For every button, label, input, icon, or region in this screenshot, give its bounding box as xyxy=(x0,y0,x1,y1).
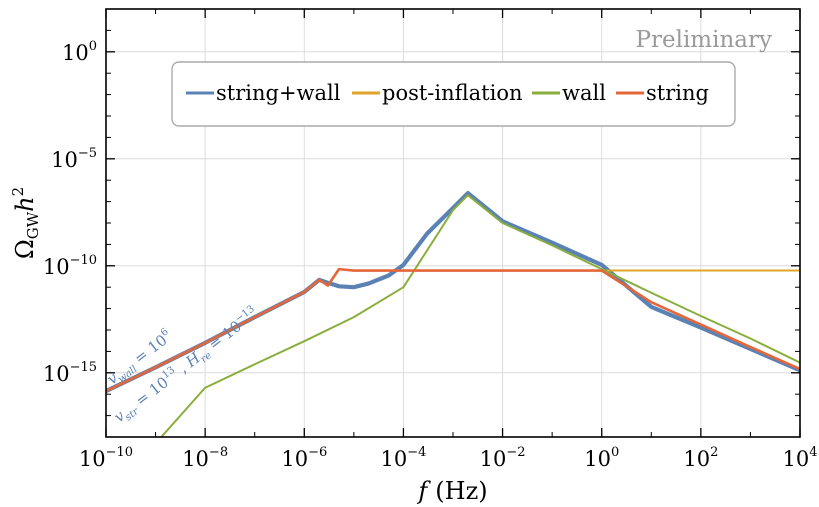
legend-box xyxy=(171,61,736,127)
legend-label-string: string xyxy=(646,81,709,105)
x-tick-label: 10−6 xyxy=(281,445,327,471)
x-tick-label: 10−4 xyxy=(380,445,426,471)
x-tick-label: 100 xyxy=(584,445,619,471)
series-layer xyxy=(106,190,800,437)
y-tick-label: 100 xyxy=(62,39,97,65)
x-tick-label: 10−2 xyxy=(480,445,526,471)
preliminary-watermark: Preliminary xyxy=(636,27,772,53)
y-tick-label: 10−5 xyxy=(51,146,97,172)
axis-ticks xyxy=(105,8,801,438)
x-tick-label: 10−8 xyxy=(182,445,228,471)
series-line-string xyxy=(106,267,800,393)
legend-label-string-wall: string+wall xyxy=(216,81,341,105)
x-tick-label: 10−10 xyxy=(79,445,133,471)
tick-labels: 10−10 10−8 10−6 10−4 10−2 100 102 104 100 10−5 10−… xyxy=(43,39,818,471)
x-axis-title: f (Hz) xyxy=(416,477,487,505)
legend: string+wall post-inflation wall string xyxy=(171,61,736,127)
y-tick-label: 10−10 xyxy=(43,253,97,279)
y-axis-title-group: ΩGWh2 xyxy=(9,187,42,259)
legend-label-post-inflation: post-inflation xyxy=(382,81,523,105)
plot-frame xyxy=(105,8,801,438)
y-axis-title: ΩGWh2 xyxy=(9,187,42,259)
x-tick-label: 102 xyxy=(683,445,718,471)
series-line-wall xyxy=(159,194,800,437)
y-tick-label: 10−15 xyxy=(43,360,97,386)
x-tick-label: 104 xyxy=(782,445,817,471)
legend-label-wall: wall xyxy=(562,81,606,105)
